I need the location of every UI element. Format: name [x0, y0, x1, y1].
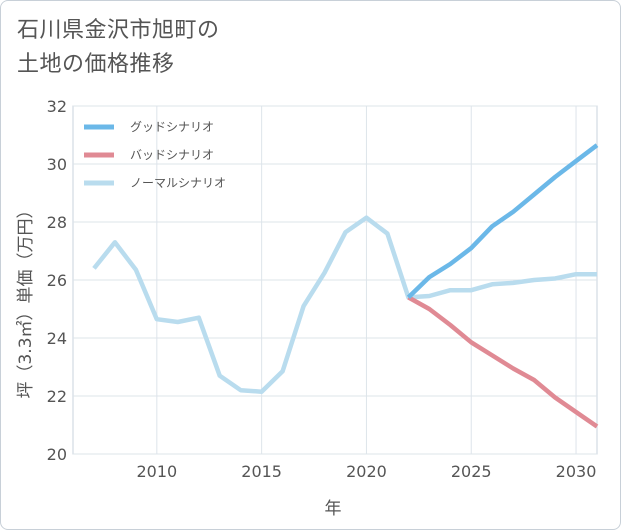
x-axis-label: 年	[325, 499, 342, 519]
series-line-good	[406, 143, 599, 300]
x-tick-label: 2010	[136, 462, 177, 481]
x-tick-label: 2020	[346, 462, 387, 481]
x-tick-label: 2025	[451, 462, 492, 481]
y-tick-label: 30	[47, 155, 67, 174]
legend-label: バッドシナリオ	[130, 148, 214, 162]
y-tick-label: 26	[47, 271, 67, 290]
legend-label: ノーマルシナリオ	[130, 176, 226, 190]
y-tick-label: 20	[47, 445, 67, 464]
x-tick-label: 2030	[556, 462, 597, 481]
y-axis-label: 坪（3.3㎡）単価（万円）	[16, 201, 36, 398]
chart-title-line1: 石川県金沢市旭町の	[17, 18, 220, 43]
y-tick-label: 32	[47, 97, 67, 116]
y-tick-label: 28	[47, 213, 67, 232]
series-line-normal	[92, 215, 597, 394]
series-line-bad	[407, 295, 599, 429]
chart-title: 石川県金沢市旭町の 土地の価格推移	[17, 14, 220, 82]
y-tick-label: 22	[47, 387, 67, 406]
y-tick-label: 24	[47, 329, 67, 348]
chart-title-line2: 土地の価格推移	[17, 52, 175, 77]
legend-label: グッドシナリオ	[130, 120, 214, 134]
x-tick-label: 2015	[241, 462, 282, 481]
